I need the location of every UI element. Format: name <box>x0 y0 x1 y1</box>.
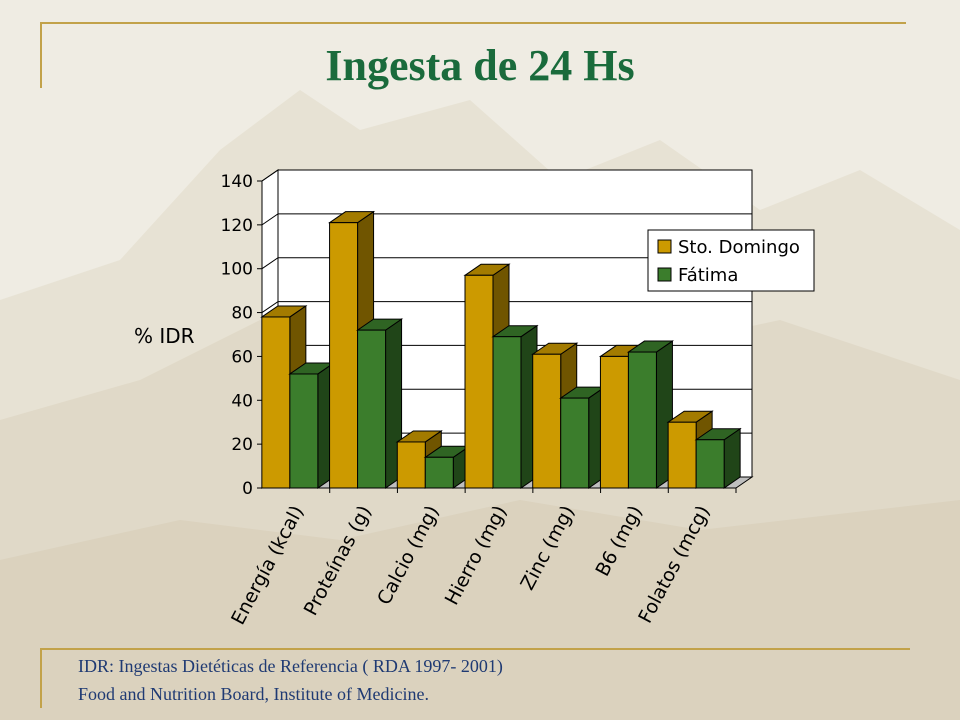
y-tick-label: 0 <box>242 479 253 499</box>
y-axis-label: % IDR <box>134 324 195 348</box>
x-tick-label: Zinc (mg) <box>516 502 579 594</box>
x-tick-label: Energía (kcal) <box>227 502 308 628</box>
x-tick-label: Proteínas (g) <box>300 502 376 619</box>
gridline <box>261 169 752 182</box>
bar <box>464 274 494 489</box>
y-tick-label: 20 <box>231 435 253 455</box>
gridline <box>261 213 752 226</box>
frame-bottom-line <box>40 648 910 650</box>
x-tick-label: B6 (mg) <box>591 502 646 580</box>
x-tick-label: Folatos (mcg) <box>634 502 714 627</box>
legend-box <box>647 229 815 292</box>
gridline <box>261 257 752 270</box>
y-tick-label: 120 <box>221 216 253 236</box>
bar <box>261 316 291 489</box>
y-tick-label: 40 <box>231 391 253 411</box>
y-tick-label: 60 <box>231 347 253 367</box>
bar <box>424 456 454 489</box>
gridline <box>261 301 752 313</box>
bar <box>599 355 629 489</box>
bar <box>396 441 426 489</box>
x-tick-label: Hierro (mg) <box>441 502 512 609</box>
y-tick-label: 80 <box>231 304 253 324</box>
y-tick-label: 140 <box>221 172 253 192</box>
bar <box>667 421 697 489</box>
frame-top-line <box>40 22 906 24</box>
bar <box>492 336 522 489</box>
y-tick-label: 100 <box>221 260 253 280</box>
legend-label: Fátima <box>678 265 738 286</box>
x-tick-label: Calcio (mg) <box>373 502 444 609</box>
bar <box>357 329 387 489</box>
footnote-source: Food and Nutrition Board, Institute of M… <box>78 684 429 704</box>
frame-left-line <box>40 22 42 88</box>
bar <box>560 397 590 489</box>
page-title: Ingesta de 24 Hs <box>325 41 635 90</box>
legend-label: Sto. Domingo <box>678 237 800 258</box>
frame-bottom-left-line <box>40 648 42 708</box>
bar <box>329 222 359 489</box>
bar <box>627 351 657 489</box>
bar <box>695 439 725 489</box>
footnote-idr: IDR: Ingestas Dietéticas de Referencia (… <box>78 656 503 676</box>
legend-swatch <box>657 267 672 282</box>
legend-swatch <box>657 239 672 254</box>
bar <box>532 353 562 489</box>
bar <box>289 373 319 489</box>
